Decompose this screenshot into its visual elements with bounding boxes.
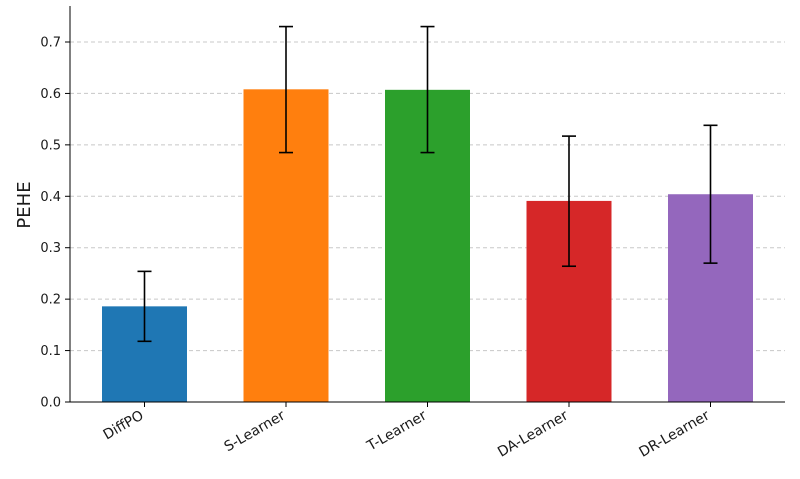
x-ticks: DiffPO S-Learner T-Learner DA-Learner DR-Lea… <box>101 402 713 461</box>
y-tick-label: 0.3 <box>40 241 61 256</box>
x-tick-label: S-Learner <box>222 407 289 455</box>
y-tick-label: 0.2 <box>40 293 61 308</box>
y-tick-label: 0.1 <box>40 344 61 359</box>
y-tick-label: 0.6 <box>40 87 61 102</box>
x-tick-label: DA-Learner <box>495 407 571 460</box>
y-axis-title: PEHE <box>14 181 35 228</box>
x-tick-label: DiffPO <box>101 408 147 444</box>
y-tick-label: 0.7 <box>40 36 61 51</box>
x-tick-label: DR-Learner <box>637 407 713 460</box>
y-tick-label: 0.0 <box>40 396 61 411</box>
y-tick-label: 0.4 <box>40 190 61 205</box>
y-ticks: 0.0 0.1 0.2 0.3 0.4 0.5 0.6 0.7 <box>40 36 70 411</box>
x-tick-label: T-Learner <box>364 407 430 454</box>
error-bars <box>137 25 718 343</box>
y-tick-label: 0.5 <box>40 138 61 153</box>
